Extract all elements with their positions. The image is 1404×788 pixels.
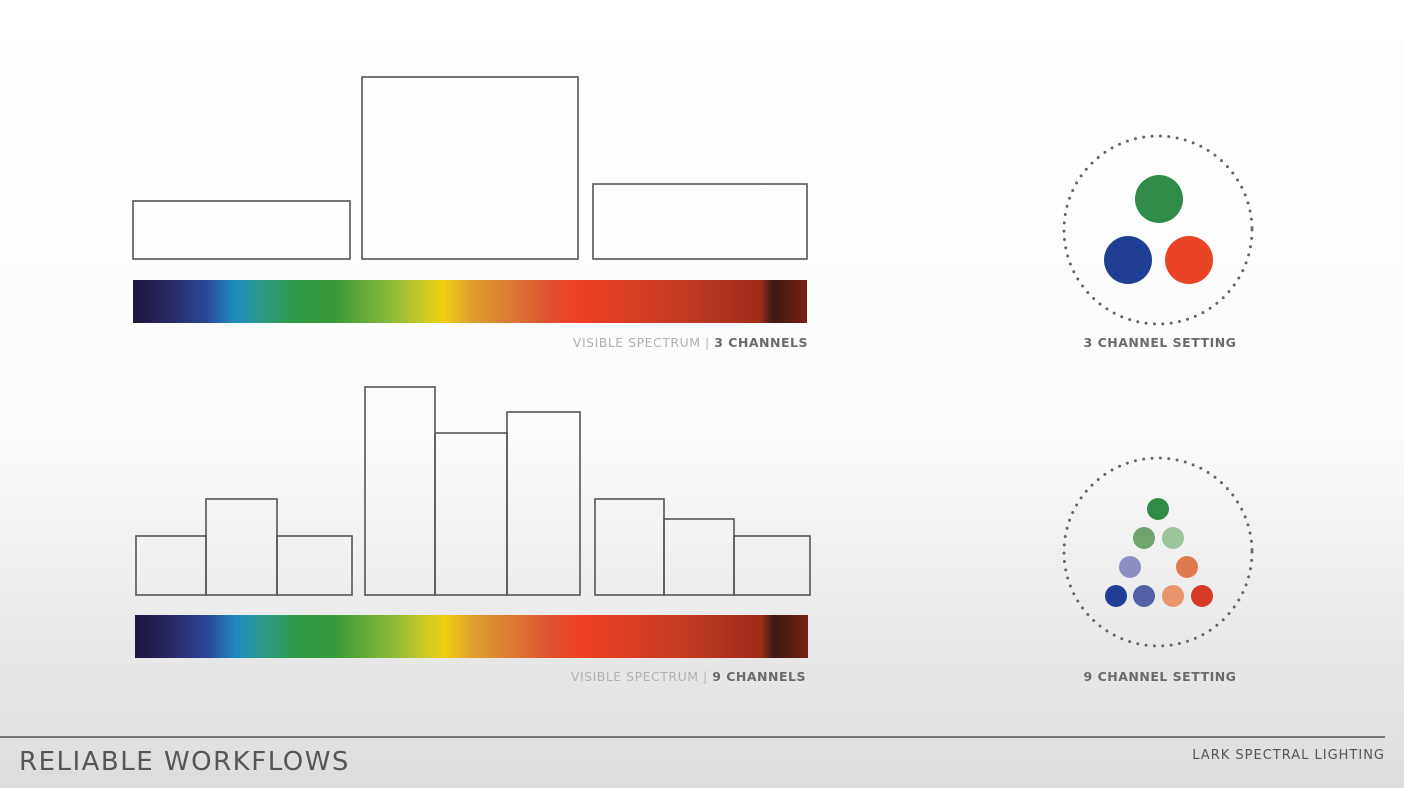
caption-light: VISIBLE SPECTRUM | bbox=[571, 669, 708, 684]
led bbox=[1133, 585, 1155, 607]
channel-bar bbox=[733, 535, 811, 596]
top-bars bbox=[132, 76, 808, 260]
setting-label: 9 CHANNEL SETTING bbox=[1084, 669, 1237, 684]
led bbox=[1119, 556, 1141, 578]
led bbox=[1135, 175, 1183, 223]
led bbox=[1162, 527, 1184, 549]
setting-label: 3 CHANNEL SETTING bbox=[1084, 335, 1237, 350]
dotted-ring bbox=[1062, 456, 1254, 648]
caption-bold: 3 CHANNELS bbox=[714, 335, 808, 350]
spectrum-caption: VISIBLE SPECTRUM | 9 CHANNELS bbox=[571, 669, 806, 684]
channel-bar bbox=[276, 535, 353, 596]
nine-channel-icon bbox=[1062, 456, 1254, 648]
led bbox=[1191, 585, 1213, 607]
caption-bold: 9 CHANNELS bbox=[712, 669, 806, 684]
caption-light: VISIBLE SPECTRUM | bbox=[573, 335, 710, 350]
led bbox=[1147, 498, 1169, 520]
spectrum bbox=[135, 615, 808, 658]
led bbox=[1176, 556, 1198, 578]
led bbox=[1165, 236, 1213, 284]
spectrum-caption: VISIBLE SPECTRUM | 3 CHANNELS bbox=[573, 335, 808, 350]
dotted-ring bbox=[1062, 134, 1254, 326]
led bbox=[1162, 585, 1184, 607]
bottom-bars bbox=[135, 386, 811, 596]
channel-bar bbox=[506, 411, 581, 596]
footer-title: RELIABLE WORKFLOWS bbox=[19, 747, 350, 777]
channel-bar bbox=[361, 76, 579, 260]
footer-brand: LARK SPECTRAL LIGHTING bbox=[1192, 748, 1385, 763]
led bbox=[1133, 527, 1155, 549]
channel-bar bbox=[132, 200, 351, 260]
three-channel-icon bbox=[1062, 134, 1254, 326]
led bbox=[1104, 236, 1152, 284]
channel-bar bbox=[592, 183, 808, 260]
led bbox=[1105, 585, 1127, 607]
spectrum bbox=[133, 280, 807, 323]
